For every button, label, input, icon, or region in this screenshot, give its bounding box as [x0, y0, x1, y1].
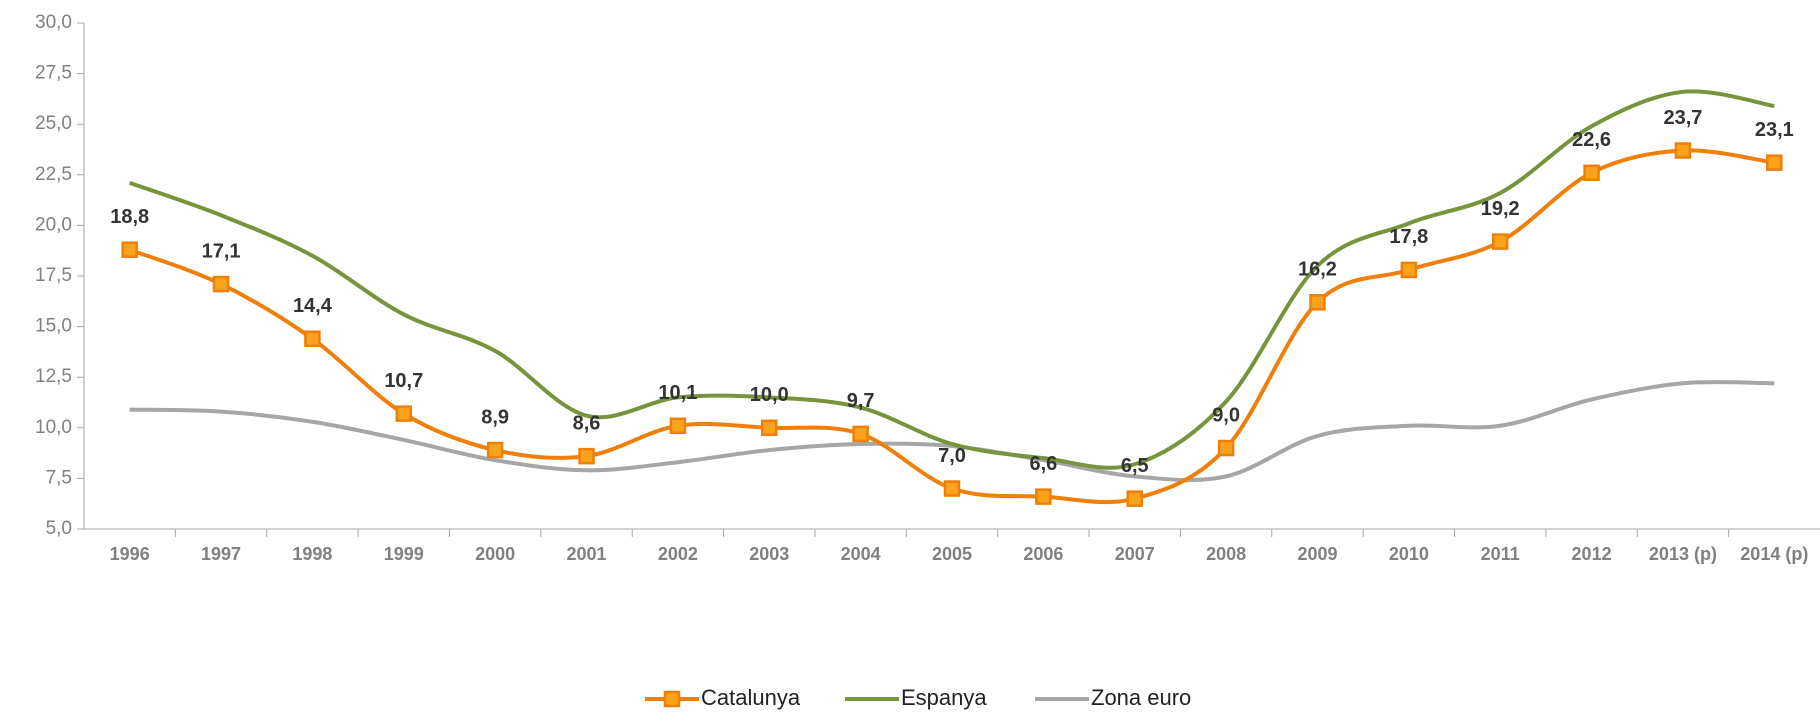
- data-label: 9,0: [1212, 404, 1240, 426]
- x-tick-label: 2012: [1572, 544, 1612, 564]
- x-tick-label: 1997: [201, 544, 241, 564]
- data-label: 18,8: [110, 206, 149, 228]
- legend-marker: [663, 690, 681, 708]
- x-tick-label: 2004: [841, 544, 881, 564]
- x-tick-label: 2003: [749, 544, 789, 564]
- x-tick-label: 2007: [1115, 544, 1155, 564]
- y-tick-label: 15,0: [35, 316, 72, 337]
- data-label: 14,4: [293, 295, 333, 317]
- marker: [578, 447, 595, 465]
- marker: [212, 275, 230, 293]
- y-tick-label: 7,5: [46, 467, 72, 488]
- x-tick-label: 1999: [384, 544, 424, 564]
- marker: [852, 425, 869, 443]
- marker: [1126, 490, 1143, 507]
- x-tick-label: 2009: [1297, 544, 1337, 564]
- y-tick-label: 5,0: [46, 518, 72, 539]
- data-label: 7,0: [938, 445, 966, 467]
- y-tick-label: 25,0: [35, 113, 72, 134]
- data-label: 10,7: [384, 370, 423, 392]
- marker: [486, 441, 504, 459]
- x-tick-label: 2002: [658, 544, 698, 564]
- legend-label: Catalunya: [701, 685, 801, 710]
- x-tick-label: 2005: [932, 544, 972, 564]
- data-label: 8,6: [573, 412, 601, 434]
- legend-label: Espanya: [901, 685, 987, 710]
- marker: [1674, 142, 1692, 159]
- y-tick-label: 20,0: [35, 214, 72, 235]
- marker: [121, 241, 138, 258]
- marker: [943, 480, 961, 497]
- x-tick-label: 2008: [1206, 544, 1246, 564]
- marker: [1491, 233, 1509, 250]
- data-label: 17,8: [1389, 226, 1428, 248]
- marker: [304, 330, 321, 347]
- x-tick-label: 2011: [1481, 544, 1520, 564]
- data-label: 10,0: [750, 384, 789, 406]
- series-line: [129, 89, 1775, 470]
- x-tick-label: 1996: [110, 544, 150, 564]
- marker: [1309, 294, 1326, 311]
- x-tick-label: 1998: [292, 544, 332, 564]
- data-label: 17,1: [202, 240, 241, 262]
- y-tick-label: 12,5: [35, 366, 72, 387]
- data-label: 19,2: [1481, 198, 1520, 220]
- data-label: 6,6: [1029, 453, 1057, 475]
- marker: [1766, 154, 1783, 171]
- legend-label: Zona euro: [1091, 685, 1191, 710]
- data-label: 22,6: [1572, 129, 1611, 151]
- data-label: 23,1: [1755, 119, 1794, 141]
- data-label: 23,7: [1663, 107, 1702, 129]
- x-tick-label: 2014 (p): [1740, 544, 1808, 564]
- y-tick-label: 17,5: [35, 265, 72, 286]
- y-tick-label: 30,0: [35, 12, 72, 33]
- marker: [761, 419, 778, 437]
- marker: [1035, 488, 1052, 505]
- data-label: 9,7: [847, 390, 875, 412]
- x-tick-label: 2013 (p): [1649, 544, 1717, 564]
- x-tick-label: 2006: [1023, 544, 1063, 564]
- data-label: 16,2: [1298, 259, 1337, 281]
- x-tick-label: 2001: [567, 544, 607, 564]
- x-tick-label: 2010: [1389, 544, 1429, 564]
- marker: [1400, 261, 1418, 279]
- marker: [669, 417, 687, 435]
- marker: [1217, 439, 1235, 457]
- data-label: 8,9: [481, 406, 509, 428]
- x-tick-label: 2000: [475, 544, 515, 564]
- data-label: 6,5: [1121, 455, 1149, 477]
- y-tick-label: 27,5: [35, 63, 72, 84]
- y-tick-label: 22,5: [35, 164, 72, 185]
- marker: [395, 405, 413, 422]
- data-label: 10,1: [658, 382, 697, 404]
- marker: [1583, 164, 1600, 182]
- y-tick-label: 10,0: [35, 417, 72, 438]
